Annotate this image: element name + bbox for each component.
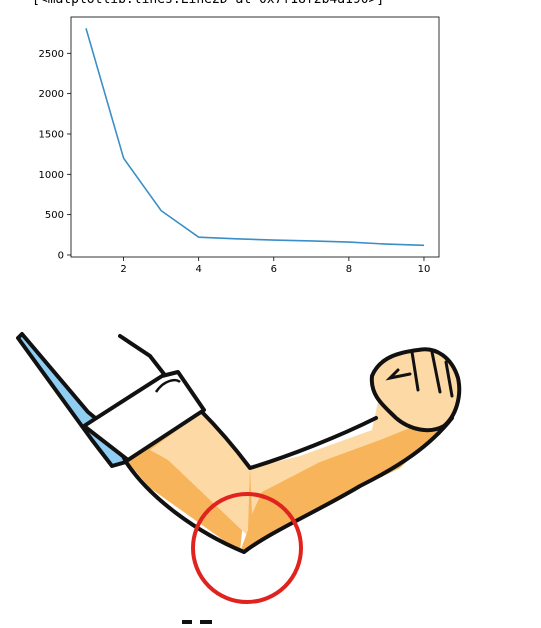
y-tick-label: 2000 <box>39 89 64 100</box>
y-tick-label: 1000 <box>39 170 64 181</box>
cell-output-repr: [<matplotlib.lines.Line2D at 0x7f18f2b4a… <box>32 0 384 9</box>
fist <box>369 347 462 433</box>
fist-finger-lines <box>385 350 454 398</box>
chart-series <box>85 28 425 247</box>
upper-arm <box>150 412 258 538</box>
y-tick-label: 500 <box>45 210 64 221</box>
elbow-illustration <box>16 332 462 624</box>
y-tick-label: 1500 <box>39 129 64 140</box>
series-line <box>85 28 425 247</box>
x-tick-label: 10 <box>418 264 431 275</box>
sleeve-fold <box>118 334 166 376</box>
x-tick-label: 2 <box>120 264 126 275</box>
plot-frame <box>70 16 440 258</box>
shirt-cuff <box>82 370 206 462</box>
chart-axes <box>70 16 440 258</box>
cuff-button <box>154 378 181 393</box>
x-tick-label: 4 <box>195 264 201 275</box>
x-tick-label: 8 <box>346 264 352 275</box>
elbow-plot-chart: 2 4 6 8 10 0 500 1000 1500 2000 2500 <box>39 16 440 275</box>
elbow-highlight-circle <box>191 492 303 604</box>
forearm-shadow <box>240 410 455 552</box>
arm-outline <box>124 408 454 554</box>
y-tick-label: 0 <box>58 250 64 261</box>
y-tick-label: 2500 <box>39 49 64 60</box>
chart-ticks: 2 4 6 8 10 0 500 1000 1500 2000 2500 <box>39 49 431 275</box>
x-tick-label: 6 <box>271 264 277 275</box>
